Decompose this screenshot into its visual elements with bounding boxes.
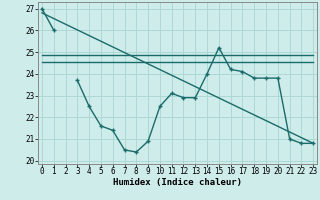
X-axis label: Humidex (Indice chaleur): Humidex (Indice chaleur) <box>113 178 242 187</box>
